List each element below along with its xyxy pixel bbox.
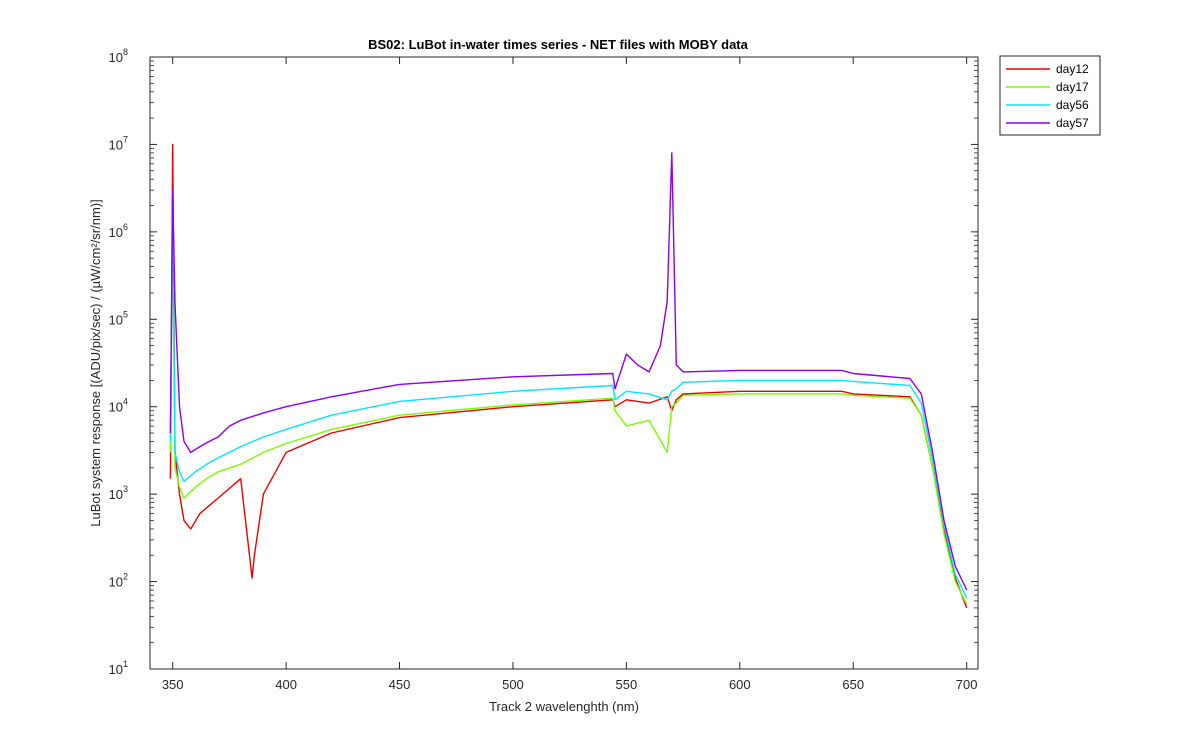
x-tick-label: 550 <box>616 677 638 692</box>
legend-label-day17: day17 <box>1056 80 1089 94</box>
x-tick-label: 350 <box>162 677 184 692</box>
legend: day12 day17 day56 day57 <box>999 55 1101 136</box>
plot-area <box>150 57 978 669</box>
legend-label-day56: day56 <box>1056 98 1089 112</box>
series-line-day17 <box>169 231 968 605</box>
x-tick-label: 600 <box>729 677 751 692</box>
y-axis-label: LuBot system response [(ADU/pix/sec) / (… <box>88 199 103 527</box>
legend-label-day57: day57 <box>1056 116 1089 130</box>
x-tick-label: 450 <box>389 677 411 692</box>
x-tick-label: 500 <box>502 677 524 692</box>
series-group <box>169 143 968 609</box>
x-tick-label: 700 <box>956 677 978 692</box>
legend-label-day12: day12 <box>1056 62 1089 76</box>
series-line-day56 <box>169 204 968 599</box>
chart-title: BS02: LuBot in-water times series - NET … <box>368 37 748 52</box>
series-line-day57 <box>169 152 968 591</box>
x-tick-label: 400 <box>275 677 297 692</box>
axes-box <box>149 56 979 670</box>
x-tick-label: 650 <box>842 677 864 692</box>
x-axis-label: Track 2 wavelenghth (nm) <box>489 699 639 714</box>
